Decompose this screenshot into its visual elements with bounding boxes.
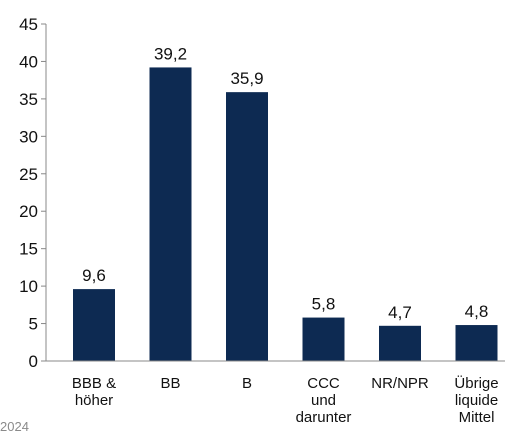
value-labels: 9,6 39,2 35,9 5,8 4,7 4,8 <box>82 44 488 321</box>
y-tick-label: 25 <box>19 165 38 184</box>
bar <box>149 67 192 362</box>
bar <box>73 289 115 361</box>
bar <box>455 325 498 361</box>
y-tick-label: 30 <box>19 127 38 146</box>
bar-value-label: 9,6 <box>82 266 106 285</box>
bar-value-label: 35,9 <box>230 69 263 88</box>
bars <box>73 67 498 362</box>
y-tick-label: 10 <box>19 277 38 296</box>
footnote-year: 2024 <box>0 419 29 434</box>
bar <box>379 325 421 361</box>
bar <box>226 92 268 361</box>
x-category-label: B <box>242 375 252 392</box>
x-category-label: BBB & höher <box>72 375 116 409</box>
bar-value-label: 39,2 <box>154 44 187 63</box>
x-category-label: BB <box>160 375 180 392</box>
x-category-label: CCC und darunter <box>296 375 352 426</box>
y-tick-label: 5 <box>29 315 38 334</box>
x-category-label: NR/NPR <box>371 375 429 392</box>
bar-value-label: 5,8 <box>312 295 336 314</box>
y-tick-label: 35 <box>19 90 38 109</box>
bar-value-label: 4,8 <box>465 302 489 321</box>
bar <box>302 317 345 361</box>
y-axis: 0 5 10 15 20 25 30 35 40 45 <box>19 15 47 371</box>
y-tick-label: 20 <box>19 202 38 221</box>
bar-value-label: 4,7 <box>388 303 412 322</box>
y-tick-label: 15 <box>19 240 38 259</box>
x-category-label: Übrige liquide Mittel <box>454 374 498 426</box>
y-tick-label: 45 <box>19 15 38 34</box>
y-tick-label: 40 <box>19 52 38 71</box>
y-tick-label: 0 <box>29 352 38 371</box>
